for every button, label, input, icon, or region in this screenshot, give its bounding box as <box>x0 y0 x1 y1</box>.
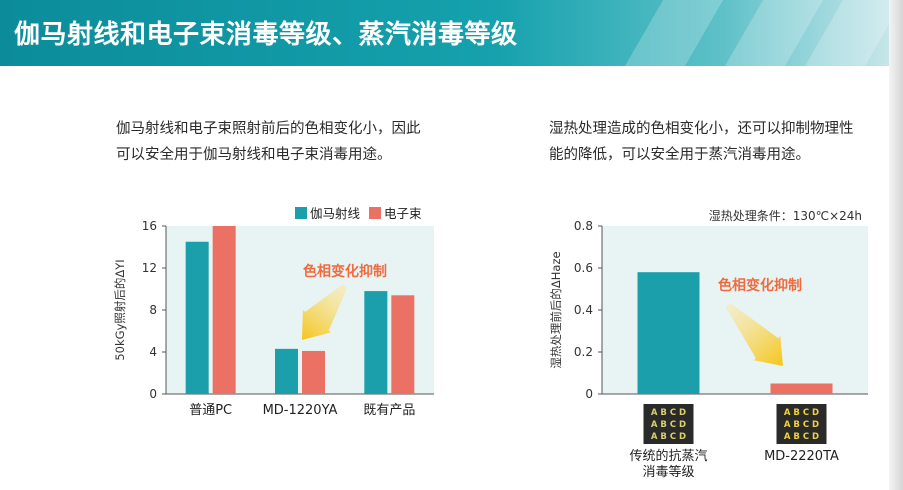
chart2-arrow <box>725 303 783 366</box>
chart1-bar-gamma <box>185 241 209 394</box>
chart2-y-axis-title: 湿热处理前后的ΔHaze <box>549 251 563 368</box>
chart1-y-axis-title: 50kGy照射后的ΔYI <box>113 259 127 360</box>
chart2-ytick-label: 0 <box>585 387 593 401</box>
chart1-bar-ebeam <box>391 295 415 394</box>
chart1-bar-ebeam <box>212 226 236 394</box>
window-edge <box>889 0 903 490</box>
chart2-annotation: 色相变化抑制 <box>718 277 802 294</box>
chart1-category-label: MD-1220YA <box>263 403 338 418</box>
chart2-ytick-label: 0.8 <box>574 219 593 233</box>
left-description-line-2: 可以安全用于伽马射线和电子束消毒用途。 <box>116 147 392 163</box>
chart2-category-label: 消毒等级 <box>642 464 694 480</box>
chart2-category-label: 传统的抗蒸汽 <box>629 448 707 464</box>
right-description-line-2: 能的降低，可以安全用于蒸汽消毒用途。 <box>549 147 810 163</box>
chart1-legend-swatch <box>369 207 381 219</box>
page-title: 伽马射线和电子束消毒等级、蒸汽消毒等级 <box>14 20 518 50</box>
chart2-sample-text: A B C D <box>651 432 686 442</box>
chart2-sample-text: A B C D <box>784 420 819 430</box>
chart2-sample-text: A B C D <box>784 432 819 442</box>
left-description: 伽马射线和电子束照射前后的色相变化小，因此 可以安全用于伽马射线和电子束消毒用途… <box>116 116 421 168</box>
chart1-ytick-label: 8 <box>149 303 157 317</box>
chart2-bar <box>637 272 700 394</box>
chart2-arrow-shape <box>725 303 783 366</box>
chart1-category-label: 普通PC <box>189 403 232 418</box>
right-description-line-1: 湿热处理造成的色相变化小，还可以抑制物理性 <box>549 121 854 137</box>
chart1-plot-area <box>166 226 434 394</box>
chart1-arrow-shape <box>302 284 348 340</box>
chart1-legend-label: 伽马射线 <box>310 206 361 221</box>
chart1-legend-swatch <box>295 207 307 219</box>
chart1-category-label: 既有产品 <box>363 403 415 418</box>
chart1-ytick-label: 4 <box>149 345 157 359</box>
chart2-ytick-label: 0.4 <box>574 303 593 317</box>
chart1-bar-gamma <box>364 291 388 394</box>
header-banner: 伽马射线和电子束消毒等级、蒸汽消毒等级 <box>0 0 903 66</box>
chart1-ytick-label: 16 <box>142 219 157 233</box>
left-description-line-1: 伽马射线和电子束照射前后的色相变化小，因此 <box>116 121 421 137</box>
chart2-sample-swatch <box>643 404 694 444</box>
chart2-ytick-label: 0.2 <box>574 345 593 359</box>
chart1-ytick-label: 12 <box>142 261 157 275</box>
chart2-sample-swatch <box>776 404 827 444</box>
chart2-sample-text: A B C D <box>651 408 686 418</box>
chart1-bar-ebeam <box>302 350 325 394</box>
chart2-sample-text: A B C D <box>784 408 819 418</box>
chart1-legend-label: 电子束 <box>384 206 422 221</box>
chart1-annotation: 色相变化抑制 <box>303 263 387 280</box>
chart1-ytick-label: 0 <box>149 387 157 401</box>
chart2-category-label: MD-2220TA <box>764 449 839 464</box>
chart2-ytick-label: 0.6 <box>574 261 593 275</box>
chart1-arrow <box>302 284 348 340</box>
right-description: 湿热处理造成的色相变化小，还可以抑制物理性 能的降低，可以安全用于蒸汽消毒用途。 <box>549 116 854 168</box>
chart1-bar-gamma <box>275 348 298 394</box>
chart2-sample-text: A B C D <box>651 420 686 430</box>
chart2-bar <box>770 383 833 394</box>
chart2-condition-label: 湿热处理条件：130℃×24h <box>709 208 862 223</box>
